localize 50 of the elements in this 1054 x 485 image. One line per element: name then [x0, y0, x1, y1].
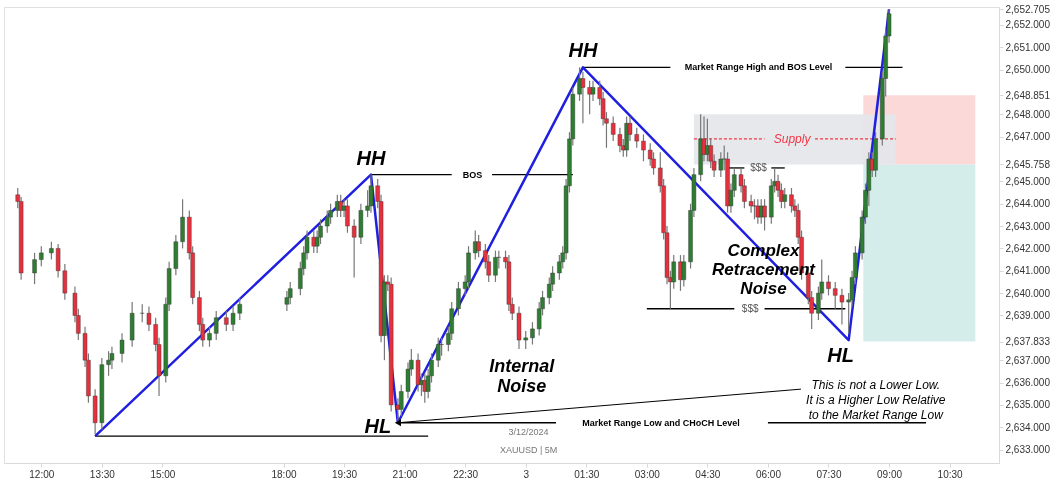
x-tick-label: 21:00 — [392, 468, 419, 480]
y-tick-label: 2,650.000 — [1005, 64, 1051, 76]
x-tick-label: 15:00 — [150, 468, 176, 480]
y-tick-label: 2,640.000 — [1005, 287, 1051, 299]
y-tick-label: 2,652.000 — [1005, 19, 1051, 31]
annotation: HL — [827, 344, 855, 367]
x-tick-label: 04:30 — [695, 468, 721, 480]
annotation: $$$ — [741, 302, 759, 314]
y-tick-label: 2,634.000 — [1005, 421, 1051, 433]
y-tick-label: 2,635.000 — [1005, 399, 1051, 411]
y-tick-label: 2,648.000 — [1005, 108, 1051, 120]
y-tick-label: 2,639.000 — [1005, 309, 1051, 321]
annotation: HL — [364, 414, 392, 437]
x-tick-label: 13:30 — [89, 468, 116, 480]
annotation: XAUUSD | 5M — [499, 445, 558, 456]
x-tick-label: 19:30 — [332, 468, 358, 480]
x-tick-label: 12:00 — [29, 468, 55, 480]
y-tick-label: 2,643.000 — [1005, 220, 1051, 232]
y-tick-label: 2,641.000 — [1005, 265, 1051, 277]
annotation: 3/12/2024 — [508, 426, 549, 437]
y-tick-label: 2,633.000 — [1005, 444, 1051, 456]
x-tick-label: 01:30 — [574, 468, 600, 480]
y-tick-label: 2,636.000 — [1005, 377, 1051, 389]
annotation: This is not a Lower Low. It is a Higher Low Relative to the Market Range Low — [806, 377, 946, 422]
y-tick-label: 2,648.851 — [1005, 89, 1051, 101]
annotation: Market Range High and BOS Level — [684, 62, 833, 73]
annotation: HH — [568, 39, 598, 62]
x-tick-label: 09:00 — [877, 468, 903, 480]
y-tick-label: 2,637.000 — [1005, 354, 1051, 366]
x-tick-label: 3 — [523, 468, 530, 480]
y-tick-label: 2,651.000 — [1005, 41, 1051, 53]
x-tick-label: 22:30 — [453, 468, 479, 480]
x-tick-label: 03:00 — [634, 468, 661, 480]
y-tick-label: 2,647.000 — [1005, 131, 1051, 143]
y-tick-label: 2,644.000 — [1005, 198, 1051, 210]
annotation: HH — [356, 146, 386, 169]
x-tick-label: 10:30 — [937, 468, 964, 480]
x-tick-label: 07:30 — [816, 468, 842, 480]
y-tick-label: 2,637.833 — [1005, 336, 1051, 348]
y-tick-label: 2,642.000 — [1005, 242, 1051, 254]
annotation: Supply — [773, 131, 812, 146]
x-tick-label: 18:00 — [271, 468, 297, 480]
annotation: Internal Noise — [489, 356, 556, 397]
annotation: BOS — [462, 169, 483, 180]
y-tick-label: 2,652.705 — [1005, 3, 1051, 15]
x-tick-label: 06:00 — [755, 468, 782, 480]
y-tick-label: 2,645.000 — [1005, 175, 1051, 187]
annotation: Market Range Low and CHoCH Level — [582, 417, 740, 428]
y-tick-label: 2,645.758 — [1005, 158, 1051, 170]
annotation: $$$ — [750, 161, 768, 173]
